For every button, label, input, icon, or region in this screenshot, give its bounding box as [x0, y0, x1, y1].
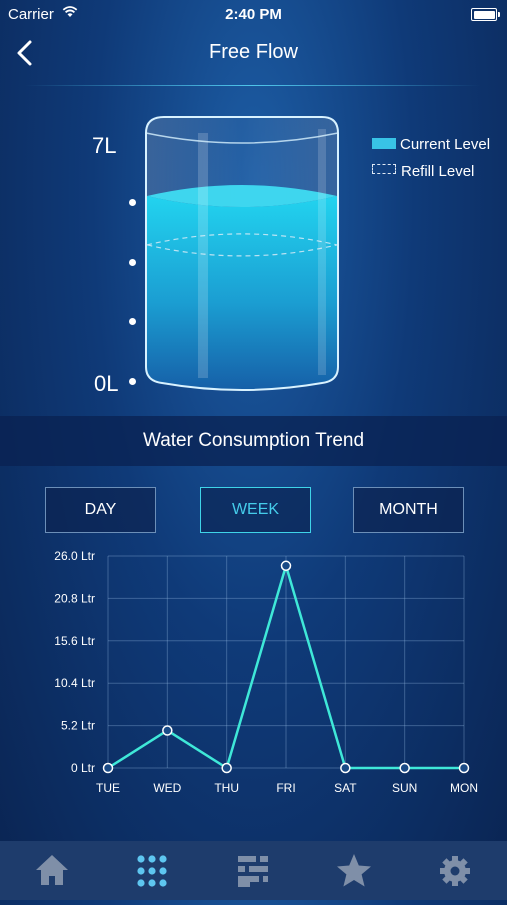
- chevron-left-icon: [17, 40, 32, 66]
- data-point: [340, 762, 351, 774]
- tank-scale-dot: [129, 318, 136, 325]
- tab-week[interactable]: WEEK: [200, 487, 311, 533]
- y-tick-label: 20.8 Ltr: [54, 591, 95, 605]
- tab-sliders[interactable]: [223, 841, 283, 900]
- x-tick-label: SAT: [334, 781, 357, 795]
- star-icon: [337, 854, 371, 887]
- data-point: [102, 762, 114, 774]
- data-point: [399, 762, 410, 774]
- legend-refill-swatch: [372, 164, 396, 174]
- x-tick-label: TUE: [96, 781, 120, 795]
- tank-scale-dot: [129, 259, 136, 266]
- tab-month[interactable]: MONTH: [353, 487, 464, 533]
- trend-header: Water Consumption Trend: [0, 416, 507, 466]
- data-point: [458, 762, 470, 774]
- trend-title: Water Consumption Trend: [142, 430, 365, 451]
- x-tick-label: SUN: [392, 781, 417, 795]
- x-tick-label: THU: [214, 781, 239, 795]
- x-tick-label: FRI: [276, 781, 295, 795]
- tab-grid[interactable]: [122, 841, 182, 900]
- data-point: [280, 560, 292, 572]
- sliders-icon: [238, 856, 268, 887]
- status-bar: Carrier 2:40 PM: [0, 0, 507, 28]
- tab-settings[interactable]: [425, 841, 485, 900]
- y-tick-label: 10.4 Ltr: [54, 676, 95, 690]
- nav-bar: Free Flow: [0, 28, 507, 78]
- x-tick-label: MON: [450, 781, 478, 795]
- water-surface: [147, 185, 337, 208]
- tab-bar: [0, 841, 507, 900]
- data-point: [221, 762, 232, 774]
- grid-dots-icon: [137, 855, 167, 887]
- tank-min-label: 0L: [94, 371, 119, 396]
- legend-current-label: Current Level: [400, 136, 491, 153]
- data-point: [162, 725, 173, 736]
- legend-refill-label: Refill Level: [401, 163, 475, 180]
- x-tick-label: WED: [153, 781, 181, 795]
- wifi-icon: [62, 6, 78, 17]
- tank-max-label: 7L: [92, 133, 117, 158]
- back-button[interactable]: [8, 36, 44, 70]
- y-tick-label: 26.0 Ltr: [54, 549, 95, 563]
- tab-favorites[interactable]: [324, 841, 384, 900]
- legend-current-swatch: [372, 138, 396, 149]
- water-tank: [145, 116, 339, 391]
- water-body: [147, 196, 337, 389]
- carrier-label: Carrier: [8, 6, 54, 23]
- tank-scale-dot: [129, 378, 136, 385]
- consumption-chart: 0 Ltr 5.2 Ltr 10.4 Ltr 15.6 Ltr 20.8 Ltr 26.0…: [54, 549, 478, 795]
- status-time: 2:40 PM: [225, 6, 282, 23]
- nav-divider: [25, 85, 480, 86]
- y-tick-label: 5.2 Ltr: [61, 719, 95, 733]
- gear-icon: [440, 856, 470, 886]
- tab-day[interactable]: DAY: [45, 487, 156, 533]
- y-tick-label: 15.6 Ltr: [54, 634, 95, 648]
- battery-icon: [471, 8, 500, 21]
- home-icon: [36, 855, 68, 885]
- tank-scale-dot: [129, 199, 136, 206]
- tab-home[interactable]: [22, 841, 82, 900]
- y-tick-label: 0 Ltr: [71, 761, 95, 775]
- page-title: Free Flow: [209, 41, 298, 63]
